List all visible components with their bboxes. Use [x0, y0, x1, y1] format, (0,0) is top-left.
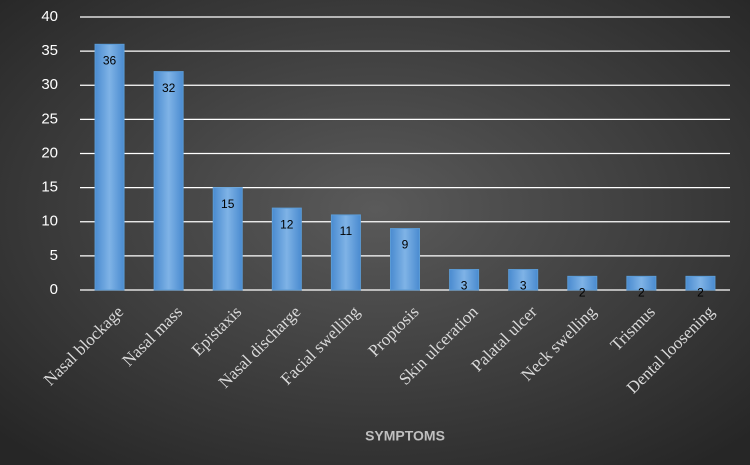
data-label: 32	[162, 81, 176, 95]
data-label: 2	[579, 286, 586, 300]
y-tick-label: 10	[41, 213, 58, 230]
data-label: 3	[461, 279, 468, 293]
y-tick-label: 5	[50, 247, 58, 264]
bar	[212, 187, 243, 291]
data-label: 11	[340, 224, 353, 238]
y-tick-label: 20	[41, 144, 58, 161]
bar	[626, 275, 657, 291]
data-label: 9	[402, 238, 409, 252]
y-tick-label: 25	[41, 110, 58, 127]
bar	[271, 207, 302, 291]
y-tick-label: 35	[41, 42, 58, 59]
y-tick-label: 15	[41, 179, 58, 196]
bar	[508, 269, 539, 291]
bar	[390, 228, 420, 291]
data-label: 12	[280, 217, 294, 231]
bar	[330, 214, 361, 291]
data-label: 2	[638, 286, 645, 300]
y-tick-label: 30	[41, 76, 58, 93]
data-label: 3	[520, 279, 527, 293]
y-tick-label: 0	[50, 281, 58, 298]
bar	[153, 71, 184, 291]
bar	[94, 43, 125, 291]
bar	[449, 269, 480, 291]
y-tick-label: 40	[41, 8, 58, 25]
bar	[567, 275, 598, 291]
x-axis-title: SYMPTOMS	[365, 428, 445, 444]
data-label: 36	[103, 53, 117, 67]
bar	[685, 275, 716, 291]
data-label: 2	[697, 286, 704, 300]
data-label: 15	[221, 197, 235, 211]
